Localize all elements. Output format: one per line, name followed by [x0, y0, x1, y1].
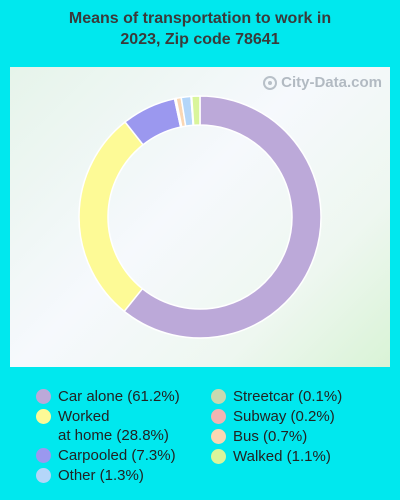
- legend-label: Walked (1.1%): [233, 448, 331, 465]
- legend-swatch: [36, 409, 51, 424]
- slice-walked: [190, 95, 201, 127]
- slice-car-alone: [123, 95, 322, 339]
- chart-title-line-1: Means of transportation to work in: [68, 10, 332, 27]
- legend-swatch: [211, 409, 226, 424]
- legend-label: Worked at home (28.8%): [58, 408, 169, 444]
- legend-swatch: [36, 389, 51, 404]
- magnifier-icon: [263, 75, 278, 90]
- legend-swatch: [211, 389, 226, 404]
- slice-worked-at-home: [78, 120, 145, 313]
- legend-label: Streetcar (0.1%): [233, 388, 343, 405]
- legend-swatch: [211, 449, 226, 464]
- legend-label: Other (1.3%): [58, 467, 144, 484]
- legend-label: Bus (0.7%): [233, 428, 308, 445]
- chart-title: Means of transportation to work in 2023,…: [0, 8, 400, 50]
- legend-label: Carpooled (7.3%): [58, 447, 176, 464]
- legend-swatch: [36, 468, 51, 483]
- legend-swatch: [211, 429, 226, 444]
- chart-title-line-2: 2023, Zip code 78641: [120, 31, 280, 48]
- watermark-text: City-Data.com: [281, 74, 382, 91]
- legend-label: Subway (0.2%): [233, 408, 335, 425]
- legend-label: Car alone (61.2%): [58, 388, 180, 405]
- legend-swatch: [36, 448, 51, 463]
- watermark: City-Data.com: [263, 74, 382, 91]
